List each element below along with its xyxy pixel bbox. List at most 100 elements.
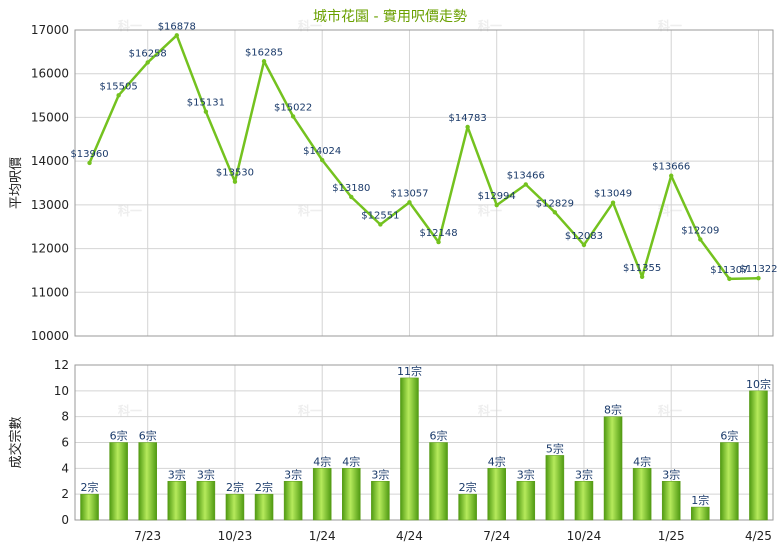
- watermark: 科一: [658, 203, 682, 218]
- y-tick-label: 11000: [31, 285, 69, 299]
- bar-value-label: 6宗: [139, 429, 157, 443]
- bar-value-label: 6宗: [720, 429, 738, 443]
- bar: [342, 468, 361, 521]
- bar-value-label: 6宗: [430, 429, 448, 443]
- y-tick-label: 0: [61, 513, 69, 527]
- data-point: [407, 200, 412, 205]
- bar: [400, 377, 419, 521]
- bar: [574, 481, 594, 521]
- data-label: $13960: [70, 149, 108, 160]
- y-tick-label: 8: [61, 410, 69, 424]
- bar-value-label: 3宗: [575, 467, 593, 481]
- bar-value-label: 2宗: [255, 480, 273, 494]
- bar: [720, 442, 739, 521]
- data-label: $13530: [216, 168, 254, 179]
- bar-value-label: 3宗: [371, 467, 389, 481]
- watermark: 科一: [298, 203, 322, 218]
- data-point: [465, 124, 470, 130]
- data-label: $13057: [390, 188, 428, 199]
- bar-value-label: 2宗: [459, 480, 477, 494]
- data-label: $12209: [681, 225, 719, 236]
- data-point: [378, 222, 383, 227]
- data-label: $12083: [565, 231, 603, 242]
- bar: [254, 493, 274, 521]
- data-label: $16285: [245, 47, 283, 58]
- bar-value-label: 2宗: [226, 480, 244, 494]
- bar: [749, 390, 768, 521]
- bar: [138, 442, 157, 521]
- x-tick-label: 1/25: [658, 529, 685, 543]
- watermark: 科一: [478, 403, 502, 418]
- data-label: $13049: [594, 189, 632, 200]
- watermark: 科一: [298, 18, 322, 33]
- data-point: [756, 276, 761, 281]
- bar-value-label: 8宗: [604, 403, 622, 417]
- y-axis-title: 成交宗數: [8, 416, 24, 468]
- y-tick-label: 10000: [31, 329, 69, 343]
- bar: [691, 506, 710, 521]
- bar: [283, 481, 303, 521]
- data-point: [116, 93, 121, 98]
- y-tick-label: 4: [61, 461, 69, 475]
- x-tick-label: 4/25: [745, 529, 772, 543]
- data-point: [669, 173, 674, 178]
- bar-value-label: 4宗: [633, 454, 651, 468]
- x-tick-label: 4/24: [396, 529, 423, 543]
- data-point: [290, 114, 296, 119]
- data-point: [436, 239, 441, 245]
- y-tick-label: 14000: [31, 154, 69, 168]
- y-tick-label: 15000: [31, 110, 69, 124]
- data-label: $14783: [449, 113, 487, 124]
- y-axis-title: 平均呎價: [9, 157, 24, 209]
- watermark: 科一: [118, 403, 142, 418]
- x-tick-label: 1/24: [309, 529, 336, 543]
- data-point: [87, 160, 92, 166]
- bar: [661, 481, 681, 521]
- bar: [458, 493, 477, 521]
- data-point: [232, 179, 238, 184]
- bar-value-label: 3宗: [168, 467, 186, 481]
- bar-value-label: 3宗: [197, 467, 215, 481]
- x-tick-label: 7/23: [134, 529, 161, 543]
- data-label: $14024: [303, 146, 341, 157]
- data-label: $12829: [536, 198, 574, 209]
- watermark: 科一: [118, 203, 142, 218]
- bar: [545, 455, 565, 521]
- data-label: $13466: [507, 170, 545, 181]
- bar-value-label: 3宗: [517, 467, 535, 481]
- watermark: 科一: [118, 18, 142, 33]
- x-tick-label: 10/24: [567, 529, 602, 543]
- data-label: $13666: [652, 162, 690, 173]
- bar-value-label: 3宗: [662, 467, 680, 481]
- y-tick-label: 6: [61, 436, 69, 450]
- data-point: [203, 109, 209, 114]
- bar-value-label: 4宗: [342, 454, 360, 468]
- data-label: $11307: [710, 265, 748, 276]
- watermark: 科一: [658, 18, 682, 33]
- data-label: $16878: [158, 21, 196, 32]
- data-point: [261, 59, 267, 64]
- y-tick-label: 12000: [31, 242, 69, 256]
- chart-title: 城市花園 - 實用呎價走勢: [313, 9, 467, 25]
- bar: [109, 442, 128, 521]
- data-point: [552, 210, 558, 215]
- line-panel-frame: [74, 29, 774, 337]
- data-point: [610, 200, 616, 205]
- data-point: [639, 274, 645, 279]
- data-point: [145, 60, 150, 65]
- bar-value-label: 4宗: [488, 454, 506, 468]
- bar-value-label: 4宗: [313, 454, 331, 468]
- data-point: [320, 157, 325, 163]
- data-label: $12994: [478, 191, 516, 202]
- bar-value-label: 6宗: [110, 429, 128, 443]
- data-label: $13180: [332, 183, 370, 194]
- x-tick-label: 7/24: [483, 529, 510, 543]
- data-label: $11355: [623, 263, 661, 274]
- data-label: $15131: [187, 98, 225, 109]
- bar: [429, 442, 448, 521]
- bar: [371, 481, 390, 521]
- bar-panel-frame: [74, 364, 774, 521]
- data-label: $15505: [100, 81, 138, 92]
- data-point: [727, 276, 732, 282]
